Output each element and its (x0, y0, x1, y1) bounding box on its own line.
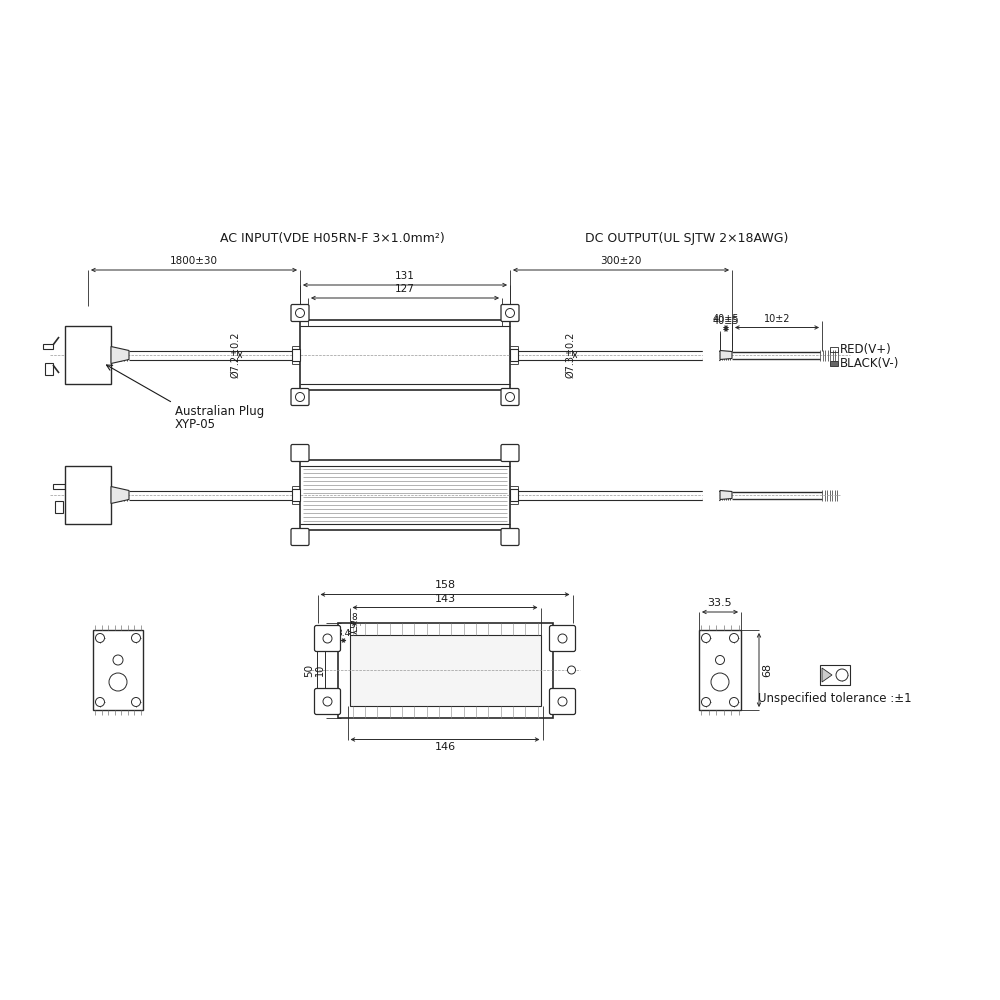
Bar (65, 466, 111, 524)
Circle shape (702, 698, 710, 706)
Bar (699, 630, 741, 710)
Bar (53, 484, 65, 489)
Text: RED(V+): RED(V+) (840, 342, 892, 356)
Bar (510, 349, 518, 361)
Circle shape (132, 634, 140, 643)
Bar (292, 349, 300, 361)
Circle shape (558, 634, 567, 643)
Bar (55, 501, 63, 513)
FancyBboxPatch shape (314, 688, 340, 714)
Text: 131: 131 (395, 271, 415, 281)
Text: Australian Plug: Australian Plug (175, 405, 264, 418)
Text: 10: 10 (314, 664, 324, 676)
Circle shape (296, 308, 304, 318)
FancyBboxPatch shape (501, 444, 519, 462)
Text: 3.4: 3.4 (336, 629, 351, 638)
Circle shape (506, 308, 514, 318)
FancyBboxPatch shape (501, 304, 519, 322)
FancyBboxPatch shape (501, 528, 519, 546)
Circle shape (109, 673, 127, 691)
Text: 158: 158 (434, 580, 456, 590)
Bar (820, 665, 850, 685)
Polygon shape (720, 490, 732, 499)
Text: Unspecified tolerance :±1: Unspecified tolerance :±1 (758, 692, 912, 705)
Bar (45, 363, 53, 375)
Polygon shape (720, 351, 732, 360)
FancyBboxPatch shape (314, 626, 340, 652)
Circle shape (568, 666, 576, 674)
Circle shape (113, 655, 123, 665)
FancyBboxPatch shape (550, 688, 576, 714)
Bar (300, 460, 510, 530)
Text: 300±20: 300±20 (600, 256, 642, 266)
Text: 10±2: 10±2 (764, 314, 790, 324)
Polygon shape (111, 347, 129, 363)
FancyBboxPatch shape (501, 388, 519, 406)
Text: XYP-05: XYP-05 (175, 418, 216, 431)
Text: Ø7.2±0.2: Ø7.2±0.2 (230, 332, 240, 378)
Text: 5: 5 (350, 620, 355, 630)
Circle shape (132, 698, 140, 706)
Text: 1800±30: 1800±30 (170, 256, 218, 266)
FancyBboxPatch shape (550, 626, 576, 652)
Bar (350, 635, 540, 706)
Bar (830, 361, 838, 366)
Circle shape (96, 698, 104, 706)
Bar (300, 320, 510, 390)
Text: 127: 127 (395, 284, 415, 294)
Text: 33.5: 33.5 (708, 598, 732, 608)
Bar (292, 489, 300, 501)
Bar (338, 622, 552, 718)
Polygon shape (822, 668, 832, 682)
FancyBboxPatch shape (291, 388, 309, 406)
Circle shape (96, 634, 104, 643)
Text: BLACK(V-): BLACK(V-) (840, 357, 899, 369)
Circle shape (296, 392, 304, 401)
Bar (830, 347, 838, 352)
Text: 68: 68 (762, 663, 772, 677)
Bar (65, 326, 111, 384)
Text: 40±5: 40±5 (713, 316, 739, 326)
Text: Ø7.3±0.2: Ø7.3±0.2 (565, 332, 575, 378)
Circle shape (323, 634, 332, 643)
Bar (93, 630, 143, 710)
Text: 146: 146 (434, 742, 456, 752)
Circle shape (506, 392, 514, 401)
Circle shape (702, 634, 710, 643)
Circle shape (730, 698, 738, 706)
Bar (510, 489, 518, 501)
Circle shape (558, 697, 567, 706)
Circle shape (730, 634, 738, 643)
Circle shape (323, 697, 332, 706)
Bar (43, 344, 53, 349)
FancyBboxPatch shape (291, 304, 309, 322)
Polygon shape (111, 487, 129, 504)
FancyBboxPatch shape (291, 528, 309, 546)
Circle shape (836, 669, 848, 681)
Text: 40±5: 40±5 (713, 314, 739, 324)
Circle shape (711, 673, 729, 691)
Text: 50: 50 (304, 663, 314, 677)
Text: 8: 8 (352, 612, 357, 621)
Text: AC INPUT(VDE H05RN-F 3×1.0mm²): AC INPUT(VDE H05RN-F 3×1.0mm²) (220, 232, 445, 245)
Text: DC OUTPUT(UL SJTW 2×18AWG): DC OUTPUT(UL SJTW 2×18AWG) (585, 232, 788, 245)
Circle shape (716, 656, 724, 664)
Text: 143: 143 (434, 593, 456, 603)
FancyBboxPatch shape (291, 444, 309, 462)
